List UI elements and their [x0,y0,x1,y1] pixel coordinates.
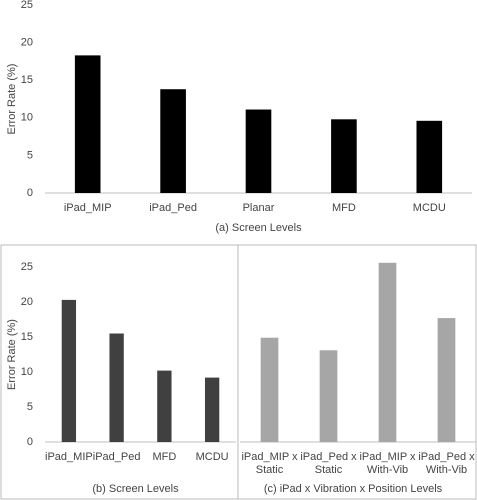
y-tick-label: 25 [21,261,33,273]
y-tick-label: 20 [21,37,33,49]
x-tick-label: MFD [152,451,176,463]
x-tick-label: Planar [243,202,275,214]
x-axis-label: (b) Screen Levels [92,483,179,495]
bar [109,333,124,442]
x-tick-label: iPad_MIP [64,202,112,214]
x-tick-label: MFD [332,202,356,214]
y-tick-label: 15 [21,74,33,86]
bar [378,262,397,442]
x-axis-label: (a) Screen Levels [215,222,302,234]
y-tick-label: 10 [21,112,33,124]
x-tick-label: iPad_Ped [149,202,197,214]
x-tick-label-line: iPad_MIP x [241,451,298,463]
y-tick-label: 10 [21,366,33,378]
x-tick-label-line: With-Vib [426,464,467,476]
y-tick-label: 5 [27,401,33,413]
x-tick-label: iPad_MIP [45,451,93,463]
bar [416,120,443,193]
x-tick-label-line: iPad_Ped x [300,451,357,463]
y-tick-label: 20 [21,296,33,308]
y-tick-label: 15 [21,331,33,343]
y-tick-label: 0 [27,436,33,448]
bar [260,337,279,442]
y-axis-label: Error Rate (%) [6,64,18,135]
x-tick-label: MCDU [196,451,229,463]
x-tick-label: iPad_MIP x With-Vib [359,451,416,476]
x-tick-label-line: Static [256,464,284,476]
bar [160,89,186,193]
y-tick-label: 5 [27,149,33,161]
x-tick-label: iPad_Ped [93,451,141,463]
bar [157,370,172,442]
bar [319,350,338,442]
bar [74,55,101,193]
x-tick-label-line: With-Vib [367,464,408,476]
y-axis-label: Error Rate (%) [6,319,18,390]
x-tick-label: iPad_Ped x Static [300,451,357,476]
bar [204,377,220,442]
x-axis-label: (c) iPad x Vibration x Position Levels [264,483,443,495]
x-tick-label: MCDU [413,202,446,214]
bar [245,109,272,193]
bar [61,299,77,442]
y-tick-label: 25 [21,0,33,11]
x-tick-label: iPad_MIP x Static [241,451,298,476]
x-tick-label: iPad_Ped x With-Vib [418,451,475,476]
bar [437,318,456,442]
bar [331,119,357,193]
y-tick-label: 0 [27,187,33,199]
x-tick-label-line: iPad_Ped x [418,451,475,463]
x-tick-label-line: iPad_MIP x [359,451,416,463]
x-tick-label-line: Static [315,464,343,476]
